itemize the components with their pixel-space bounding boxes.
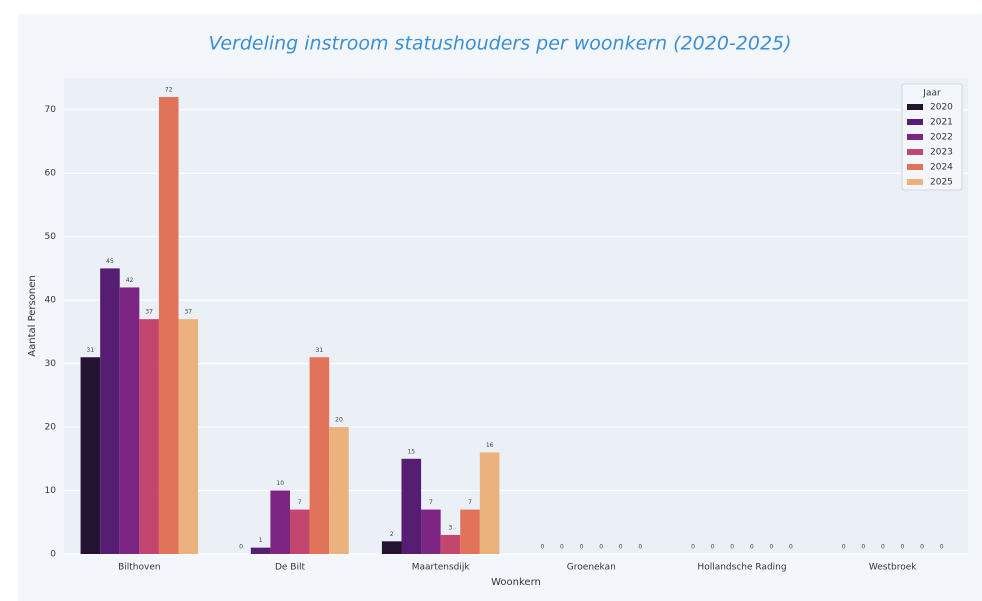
data-label: 0 <box>920 544 924 551</box>
data-label: 0 <box>691 544 695 551</box>
bar <box>440 534 461 554</box>
y-tick-label: 50 <box>45 232 57 242</box>
bar <box>250 547 271 554</box>
data-label: 0 <box>599 544 603 551</box>
legend-label: 2021 <box>930 118 953 128</box>
bar <box>290 509 310 554</box>
data-label: 31 <box>87 347 95 354</box>
data-label: 16 <box>486 442 494 449</box>
data-label: 15 <box>407 448 415 455</box>
data-label: 3 <box>449 524 453 531</box>
data-label: 7 <box>429 499 433 506</box>
data-label: 0 <box>940 544 944 551</box>
legend-swatch <box>907 164 923 170</box>
x-tick-label: Hollandsche Rading <box>697 563 786 573</box>
x-axis-label: Woonkern <box>491 577 541 588</box>
data-label: 0 <box>638 544 642 551</box>
x-tick-label: Bilthoven <box>118 563 160 573</box>
legend-swatch <box>907 119 923 125</box>
data-label: 1 <box>259 537 263 544</box>
legend-label: 2022 <box>930 133 953 143</box>
y-axis-label: Aantal Personen <box>27 275 38 356</box>
data-label: 0 <box>769 544 773 551</box>
data-label: 37 <box>145 309 153 316</box>
data-label: 31 <box>316 347 324 354</box>
bar <box>460 509 480 554</box>
x-tick-label: Westbroek <box>869 563 917 573</box>
bar <box>309 357 330 554</box>
y-tick-label: 70 <box>45 105 57 115</box>
data-label: 0 <box>901 544 905 551</box>
data-label: 72 <box>165 87 173 94</box>
legend-swatch <box>907 104 923 110</box>
data-label: 37 <box>184 309 192 316</box>
chart-title: Verdeling instroom statushouders per woo… <box>208 33 791 55</box>
data-label: 42 <box>126 277 134 284</box>
data-label: 0 <box>619 544 623 551</box>
legend-label: 2023 <box>930 148 953 158</box>
data-label: 0 <box>540 544 544 551</box>
bar <box>80 357 101 554</box>
y-tick-label: 10 <box>45 486 57 496</box>
x-tick-label: De Bilt <box>275 563 306 573</box>
data-label: 0 <box>881 544 885 551</box>
data-label: 7 <box>468 499 472 506</box>
data-label: 0 <box>711 544 715 551</box>
x-tick-label: Groenekan <box>567 563 616 573</box>
bar <box>139 319 159 554</box>
data-label: 2 <box>390 531 394 538</box>
y-tick-label: 40 <box>45 296 57 306</box>
bar <box>119 287 140 554</box>
legend-title: Jaar <box>922 89 941 99</box>
bar <box>479 452 500 554</box>
legend-label: 2020 <box>930 103 953 113</box>
data-label: 0 <box>842 544 846 551</box>
bar <box>270 490 290 554</box>
data-label: 0 <box>750 544 754 551</box>
data-label: 0 <box>789 544 793 551</box>
bar <box>158 97 179 554</box>
y-tick-label: 0 <box>50 550 56 560</box>
legend-label: 2024 <box>930 163 953 173</box>
legend-swatch <box>907 149 923 155</box>
data-label: 45 <box>106 258 114 265</box>
legend-swatch <box>907 134 923 140</box>
y-tick-label: 60 <box>45 169 57 179</box>
data-label: 0 <box>730 544 734 551</box>
bar <box>421 509 441 554</box>
data-label: 10 <box>276 480 284 487</box>
data-label: 0 <box>861 544 865 551</box>
bar <box>381 541 402 554</box>
data-label: 20 <box>335 417 343 424</box>
y-tick-label: 30 <box>45 359 57 369</box>
legend-swatch <box>907 179 923 185</box>
bar <box>178 319 199 554</box>
x-tick-label: Maartensdijk <box>412 563 471 573</box>
bar <box>100 268 120 554</box>
data-label: 0 <box>560 544 564 551</box>
legend-box <box>901 83 963 191</box>
y-tick-label: 20 <box>45 423 57 433</box>
data-label: 7 <box>298 499 302 506</box>
data-label: 0 <box>239 544 243 551</box>
bar <box>329 427 349 554</box>
bar <box>401 458 422 554</box>
plot-area <box>64 78 968 554</box>
legend-label: 2025 <box>930 178 953 188</box>
data-label: 0 <box>580 544 584 551</box>
